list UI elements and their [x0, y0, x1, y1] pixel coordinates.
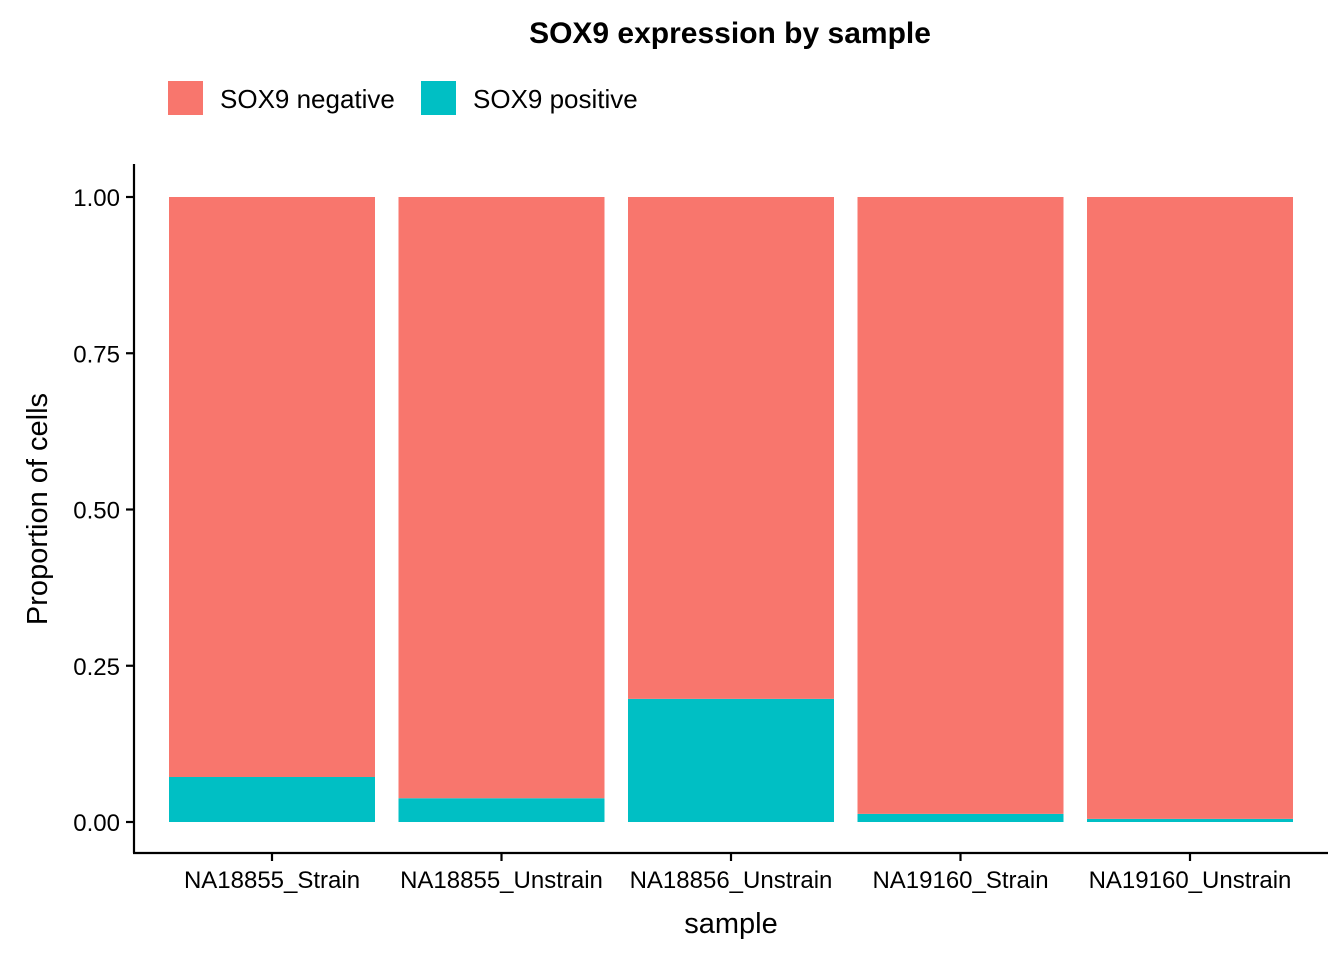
legend: SOX9 negative SOX9 positive [168, 81, 638, 115]
chart-title: SOX9 expression by sample [529, 17, 931, 50]
y-tick-label: 1.00 [73, 185, 120, 212]
bar-na18855-strain-sox9-positive [169, 777, 375, 822]
y-axis-ticks: 0.00 0.25 0.50 0.75 1.00 [73, 185, 134, 837]
bar-na19160-unstrain-sox9-positive [1087, 818, 1293, 822]
legend-label-sox9-positive: SOX9 positive [473, 84, 638, 114]
bar-na18856-unstrain-sox9-negative [628, 197, 834, 699]
x-tick-label-na18855-unstrain: NA18855_Unstrain [400, 867, 603, 894]
y-tick-label: 0.50 [73, 498, 120, 525]
bar-na18855-unstrain-sox9-negative [398, 197, 605, 799]
legend-swatch-sox9-negative [168, 81, 203, 115]
legend-label-sox9-negative: SOX9 negative [220, 84, 395, 114]
bars-group [169, 197, 1293, 822]
y-tick-label: 0.75 [73, 341, 120, 368]
y-tick-label: 0.25 [73, 654, 120, 681]
bar-na18856-unstrain-sox9-positive [628, 698, 834, 822]
x-axis-ticks: NA18855_Strain NA18855_Unstrain NA18856_Un… [184, 853, 1291, 894]
y-axis-title: Proportion of cells [22, 393, 54, 625]
bar-na19160-unstrain-sox9-negative [1087, 197, 1293, 819]
x-tick-label-na19160-unstrain: NA19160_Unstrain [1089, 867, 1292, 894]
bar-na18855-unstrain-sox9-positive [398, 798, 605, 822]
bar-na19160-strain-sox9-negative [857, 197, 1064, 814]
x-tick-label-na18855-strain: NA18855_Strain [184, 867, 360, 894]
x-axis-title: sample [684, 908, 778, 940]
x-tick-label-na18856-unstrain: NA18856_Unstrain [630, 867, 833, 894]
y-tick-label: 0.00 [73, 810, 120, 837]
x-tick-label-na19160-strain: NA19160_Strain [872, 867, 1048, 894]
legend-swatch-sox9-positive [421, 81, 456, 115]
bar-na19160-strain-sox9-positive [857, 813, 1064, 822]
bar-na18855-strain-sox9-negative [169, 197, 375, 777]
